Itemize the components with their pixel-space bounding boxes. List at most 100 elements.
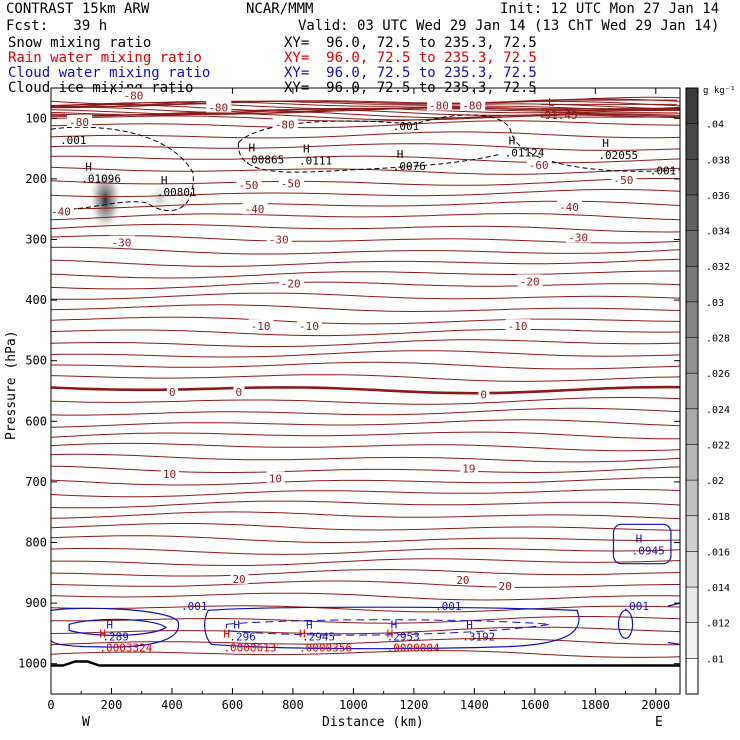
isotherm-line (51, 270, 680, 279)
x-tick-label: 400 (161, 698, 183, 712)
rain-high-marker: H (99, 628, 106, 641)
isotherm-line (51, 316, 680, 325)
contour-label-bg (166, 385, 178, 398)
field-snow-xy: XY= 96.0, 72.5 to 235.3, 72.5 (284, 35, 537, 51)
model-title: CONTRAST 15km ARW (6, 1, 150, 17)
temperature-contour-label: -60 (529, 159, 549, 172)
cloud-water-contour-label: .001 (435, 600, 462, 613)
high-value-label: .2953 (387, 631, 420, 644)
valid-time: Valid: 03 UTC Wed 29 Jan 14 (13 ChT Wed … (298, 18, 720, 34)
colorbar-swatch (686, 551, 698, 588)
init-time: Init: 12 UTC Mon 27 Jan 14 (500, 1, 720, 17)
colorbar-tick-label: .024 (706, 405, 730, 416)
high-value-label: .02055 (598, 149, 638, 162)
high-marker: H (636, 533, 643, 546)
isotherm-line (51, 547, 680, 555)
colorbar-tick-label: .022 (706, 440, 730, 451)
temperature-contour-label: -40 (245, 203, 265, 216)
contour-label-bg (557, 199, 583, 212)
contour-label-bg (109, 235, 135, 248)
isotherm-line (51, 328, 680, 337)
temperature-contour-label: -50 (281, 178, 301, 191)
contour-label-bg (517, 274, 543, 287)
temperature-contour-label: -20 (520, 275, 540, 288)
isotherm-line (51, 442, 680, 452)
y-tick-label: 600 (25, 414, 47, 428)
cloud-ice-contour (237, 114, 680, 173)
colorbar-swatch (686, 301, 698, 339)
colorbar-swatch (686, 444, 698, 481)
colorbar-tick-label: .018 (706, 512, 730, 523)
high-marker: H (509, 134, 516, 147)
colorbar-tick-label: .014 (706, 583, 730, 594)
colorbar-tick-label: .028 (706, 334, 730, 345)
field-cloudwater-xy: XY= 96.0, 72.5 to 235.3, 72.5 (284, 65, 537, 81)
temperature-contour-label: -50 (613, 174, 633, 187)
colorbar-tick-label: .02 (706, 476, 724, 487)
field-rain-name: Rain water mixing ratio (8, 50, 202, 66)
x-tick-label: 1800 (581, 698, 610, 712)
x-tick-label: 800 (282, 698, 304, 712)
cloud-ice-contour-label: .001 (650, 164, 677, 177)
isotherm-line (51, 120, 680, 129)
temperature-contour-label: -10 (299, 320, 319, 333)
cloud-water-contour (612, 523, 672, 565)
y-tick-label: 700 (25, 475, 47, 489)
high-value-label: .0111 (299, 154, 332, 167)
contour-label-bg (278, 176, 304, 189)
temperature-contour-label: -80 (124, 89, 144, 102)
isotherm-line (51, 114, 680, 122)
isotherm-zero (51, 385, 680, 395)
cloud-water-contour (667, 602, 680, 645)
isotherm-line (51, 465, 680, 474)
cloud-water-contour (225, 619, 551, 636)
colorbar-tick-label: .032 (706, 262, 730, 273)
x-tick-label: 0 (47, 698, 54, 712)
isotherm-line (51, 339, 680, 348)
high-marker: H (233, 619, 240, 632)
contour-label-bg (242, 202, 268, 215)
rain-value-label: .0000004 (387, 642, 440, 655)
contour-label-bg (206, 100, 232, 113)
x-tick-label: 200 (101, 698, 123, 712)
temperature-contour-label: -10 (251, 320, 271, 333)
colorbar-swatch (686, 480, 698, 517)
temperature-contour-label: -30 (111, 237, 131, 250)
isotherm-line (51, 189, 680, 198)
colorbar-tick-label: .01 (706, 654, 724, 665)
contour-label-bg (121, 88, 147, 101)
y-tick-label: 100 (25, 111, 47, 125)
colorbar-tick-label: .012 (706, 619, 730, 630)
cloud-water-contour (51, 607, 180, 648)
cloud-water-contour-label: .001 (623, 600, 650, 613)
contour-label-bg (272, 117, 298, 130)
isotherm-line (51, 431, 680, 440)
contour-label-bg (505, 319, 531, 332)
x-end-west: W (82, 715, 90, 730)
colorbar-tick-label: .03 (706, 298, 724, 309)
y-tick-label: 800 (25, 536, 47, 550)
isotherm-line (51, 650, 680, 658)
contour-label-bg (67, 114, 93, 127)
isotherm-line (51, 476, 680, 486)
colorbar-swatch (686, 587, 698, 624)
high-marker: H (391, 619, 398, 632)
low-value-label: -91.45 (538, 109, 578, 122)
cloud-water-contour (204, 606, 580, 650)
contour-label-bg (51, 204, 74, 217)
colorbar-swatch (686, 658, 698, 695)
high-marker: H (106, 619, 113, 632)
org-label: NCAR/MMM (246, 1, 314, 17)
isotherm-line (51, 580, 680, 588)
contour-label-bg (233, 385, 245, 398)
cloud-water-contour-label: .001 (181, 600, 208, 613)
colorbar-tick-label: .04 (706, 120, 724, 131)
forecast-hour: Fcst: 39 h (6, 18, 108, 34)
high-marker: H (466, 619, 473, 632)
contour-label-bg (230, 571, 249, 584)
contour-label-bg (526, 157, 552, 170)
rain-high-marker: H (387, 628, 394, 641)
colorbar-swatch (686, 266, 698, 303)
isotherm-line (51, 616, 680, 624)
